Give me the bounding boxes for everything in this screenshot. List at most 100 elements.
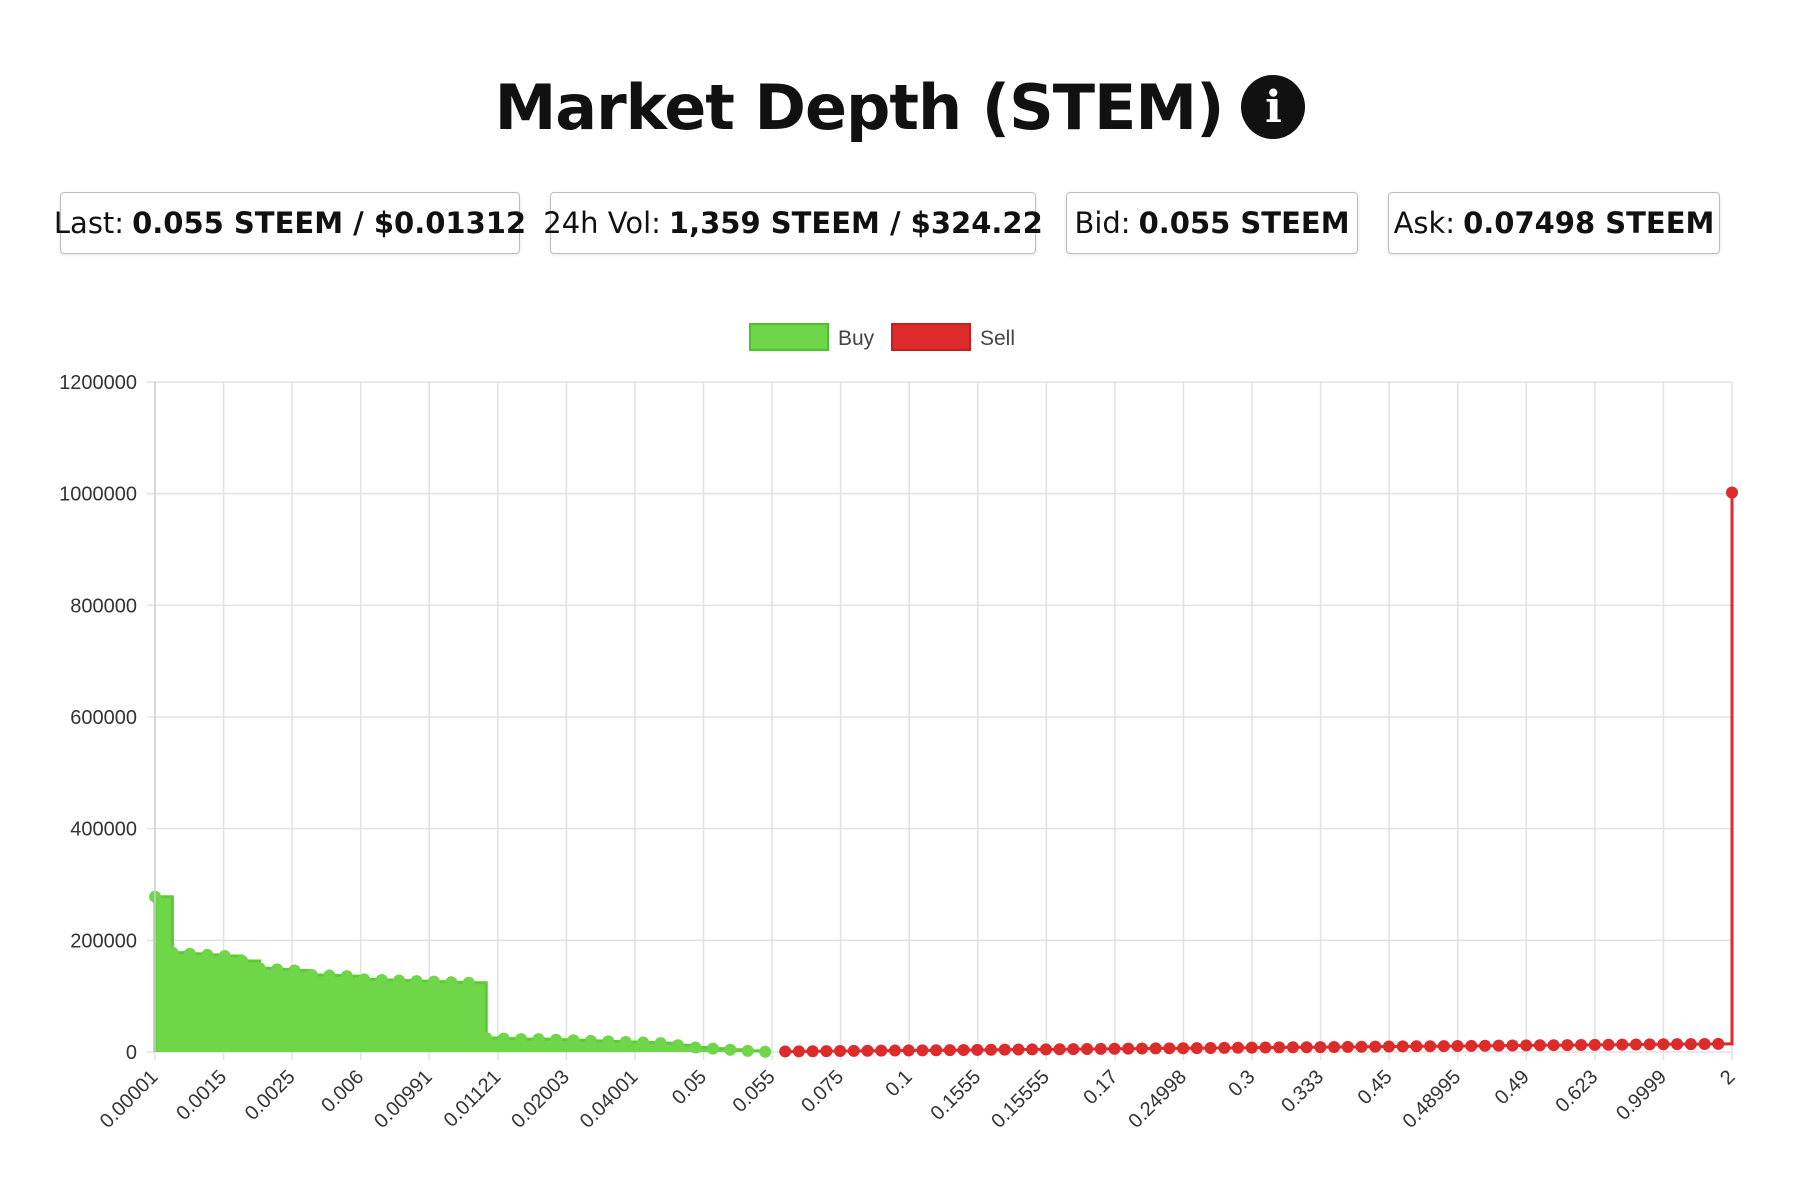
x-tick-label: 0.0025 [241, 1066, 300, 1125]
sell-point [1588, 1038, 1601, 1051]
legend-label-buy[interactable]: Buy [838, 327, 875, 350]
market-depth-chart: 0 200000 400000 600000 800000 1000000 1200000 0… [59, 323, 1740, 1133]
sell-point [1451, 1039, 1464, 1052]
sell-point [1300, 1041, 1313, 1054]
sell-point [971, 1043, 984, 1056]
sell-point [1424, 1040, 1437, 1053]
sell-point [930, 1044, 943, 1057]
volume-label: 24h Vol: [543, 206, 661, 240]
buy-point [637, 1036, 650, 1049]
buy-point [445, 976, 458, 989]
buy-point [480, 1032, 493, 1045]
ask-label: Ask: [1393, 206, 1456, 240]
sell-point [1232, 1041, 1245, 1054]
y-tick-label: 1200000 [59, 372, 137, 394]
sell-point [1602, 1038, 1615, 1051]
sell-point [1671, 1038, 1684, 1051]
sell-point [1094, 1042, 1107, 1055]
volume-box: 24h Vol: 1,359 STEEM / $324.22 [543, 192, 1043, 254]
sell-point [1616, 1038, 1629, 1051]
sell-point [943, 1044, 956, 1057]
sell-point [1314, 1041, 1327, 1054]
sell-point [1053, 1043, 1066, 1056]
sell-point [1465, 1039, 1478, 1052]
sell-point [1218, 1041, 1231, 1054]
y-tick-label: 400000 [70, 819, 137, 841]
buy-point [340, 970, 353, 983]
sell-point [1067, 1043, 1080, 1056]
last-price-box: Last: 0.055 STEEM / $0.01312 [54, 192, 526, 254]
buy-point [218, 949, 231, 962]
x-tick-label: 0.055 [729, 1066, 780, 1117]
buy-point [166, 946, 179, 959]
page-title: Market Depth (STEM) [494, 70, 1225, 144]
sell-point [1575, 1038, 1588, 1051]
x-tick-label: 0.9999 [1612, 1066, 1671, 1125]
y-tick-label: 0 [126, 1042, 137, 1064]
sell-point [1108, 1042, 1121, 1055]
buy-point [271, 963, 284, 976]
sell-line [785, 492, 1734, 1053]
sell-point [1026, 1043, 1039, 1056]
x-tick-label: 0.075 [797, 1066, 848, 1117]
legend-swatch-sell[interactable] [891, 323, 971, 351]
sell-point [875, 1044, 888, 1057]
y-tick-label: 800000 [70, 595, 137, 617]
y-tick-label: 600000 [70, 707, 137, 729]
buy-point [375, 973, 388, 986]
sell-point [1355, 1040, 1368, 1053]
x-tick-label: 0.623 [1551, 1066, 1602, 1117]
sell-point [806, 1045, 819, 1058]
sell-point [1726, 486, 1738, 499]
buy-point [549, 1033, 562, 1046]
sell-point [861, 1044, 874, 1057]
sell-point [1135, 1042, 1148, 1055]
sell-point [916, 1044, 929, 1057]
legend-swatch-buy[interactable] [749, 323, 829, 351]
buy-point [567, 1034, 580, 1047]
sell-point [1163, 1042, 1176, 1055]
x-tick-label: 0.24998 [1124, 1066, 1191, 1133]
x-tick-label: 0.3 [1224, 1066, 1259, 1101]
ask-box: Ask: 0.07498 STEEM [1388, 192, 1720, 254]
sell-point [1396, 1040, 1409, 1053]
sell-point [1273, 1041, 1286, 1054]
x-tick-label: 0.02003 [507, 1066, 574, 1133]
chart-legend[interactable]: Buy Sell [749, 323, 1015, 351]
sell-point [1177, 1042, 1190, 1055]
series-layer [149, 486, 1738, 1058]
sell-point [902, 1044, 915, 1057]
legend-label-sell[interactable]: Sell [980, 327, 1015, 350]
x-tick-label: 0.48995 [1399, 1066, 1466, 1133]
sell-point [1657, 1038, 1670, 1051]
buy-point [706, 1042, 719, 1055]
sell-point [1492, 1039, 1505, 1052]
sell-point [1039, 1043, 1052, 1056]
x-tick-label: 0.04001 [576, 1066, 643, 1133]
sell-point [847, 1044, 860, 1057]
sell-point [1643, 1038, 1656, 1051]
sell-point [1410, 1040, 1423, 1053]
bid-box: Bid: 0.055 STEEM [1066, 192, 1358, 254]
buy-point [759, 1045, 772, 1058]
buy-point [724, 1043, 737, 1056]
sell-point [1012, 1043, 1025, 1056]
sell-point [1479, 1039, 1492, 1052]
buy-point [741, 1044, 754, 1057]
x-tick-label: 0.15555 [987, 1066, 1054, 1133]
bid-label: Bid: [1074, 206, 1131, 240]
ask-value: 0.07498 STEEM [1463, 206, 1715, 240]
x-tick-label: 0.0015 [172, 1066, 231, 1125]
title-row: Market Depth (STEM) i [0, 62, 1800, 152]
sell-point [1259, 1041, 1272, 1054]
sell-point [820, 1045, 833, 1058]
buy-point [497, 1032, 510, 1045]
buy-point [236, 954, 249, 967]
sell-point [1204, 1041, 1217, 1054]
bid-value: 0.055 STEEM [1138, 206, 1350, 240]
x-tick-label: 0.01121 [440, 1066, 506, 1132]
sell-point [998, 1043, 1011, 1056]
x-tick-label: 0.006 [317, 1066, 368, 1117]
x-tick-label: 0.00001 [96, 1066, 163, 1133]
info-circle-icon[interactable]: i [1241, 75, 1306, 139]
